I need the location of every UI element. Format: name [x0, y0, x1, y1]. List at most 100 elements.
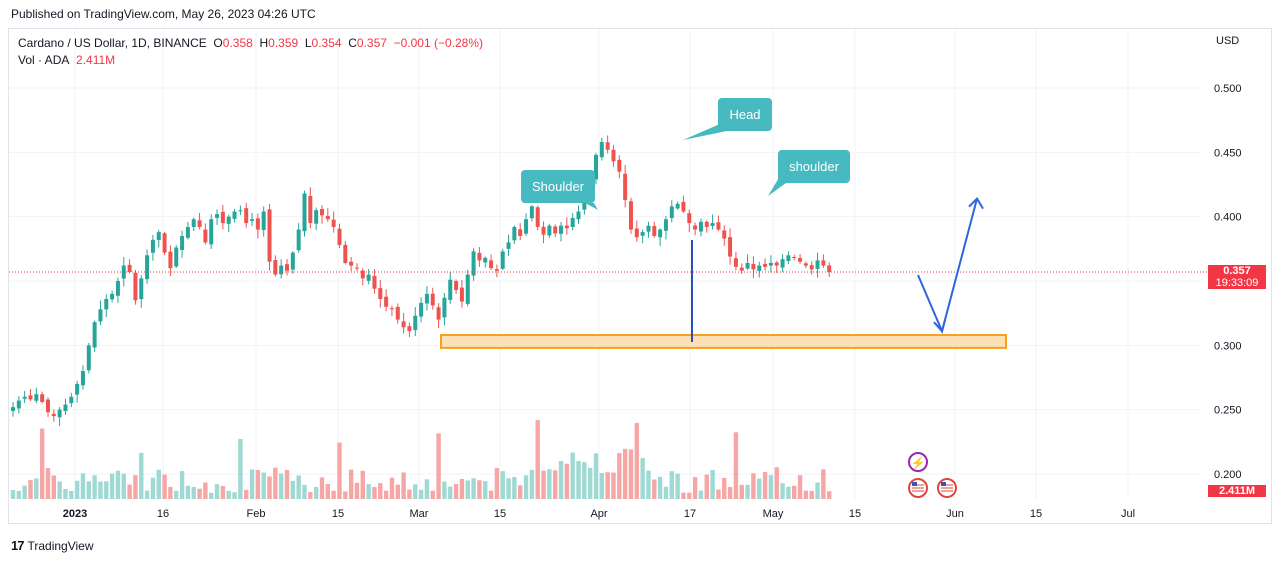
volume-bar: [675, 473, 680, 499]
candle-body: [127, 264, 132, 272]
volume-bar: [611, 472, 616, 499]
volume-bar: [168, 487, 173, 499]
candle-body: [360, 270, 365, 279]
volume-tag: 2.411M: [1208, 485, 1266, 497]
candle-body: [535, 207, 540, 227]
candle-body: [489, 260, 494, 269]
candle-body: [547, 225, 552, 236]
volume-bar: [506, 478, 511, 499]
volume-bar: [436, 433, 441, 499]
candle-body: [448, 279, 453, 300]
candle-body: [675, 203, 680, 209]
volume-bar: [523, 475, 529, 499]
volume-bar: [174, 490, 179, 499]
candle-body: [174, 247, 179, 267]
volume-bar: [570, 452, 575, 499]
x-tick-label: Jun: [946, 508, 964, 520]
countdown-value: 19:33:09: [1215, 277, 1259, 289]
volume-bar: [628, 449, 634, 499]
candle-body: [51, 413, 56, 417]
volume-bar: [634, 423, 640, 499]
candle-body: [757, 265, 762, 271]
volume-bar: [360, 470, 365, 499]
chart-legend: Cardano / US Dollar, 1D, BINANCE O0.358 …: [18, 35, 483, 69]
volume-bar: [150, 477, 156, 499]
volume-bar: [278, 473, 284, 499]
volume-bar: [727, 487, 733, 499]
high-label: H: [259, 36, 269, 50]
change-value: −0.001 (−0.28%): [393, 36, 484, 50]
volume-bar: [640, 458, 645, 499]
candle-body: [40, 394, 45, 402]
candle-body: [302, 193, 307, 232]
volume-bar: [657, 476, 663, 499]
candle-body: [372, 275, 377, 289]
volume-label[interactable]: Vol · ADA: [18, 53, 70, 67]
volume-bar: [308, 492, 313, 499]
candle-body: [191, 219, 196, 228]
volume-bar: [98, 481, 103, 499]
volume-bar: [424, 479, 430, 499]
candle-body: [244, 208, 249, 224]
candle-body: [815, 260, 820, 269]
open-label: O: [213, 36, 223, 50]
volume-bar: [267, 476, 272, 499]
support-zone: [440, 334, 1007, 349]
candle-body: [139, 278, 144, 300]
lightning-icon[interactable]: [908, 452, 928, 472]
volume-bar: [214, 484, 220, 499]
volume-bar: [652, 479, 657, 499]
volume-bar: [319, 477, 325, 499]
x-tick-label: 15: [332, 508, 344, 520]
symbol-name[interactable]: Cardano / US Dollar, 1D, BINANCE: [18, 36, 207, 50]
candle-body: [290, 252, 295, 270]
volume-bar: [51, 475, 57, 499]
candle-body: [162, 233, 167, 253]
volume-bar: [733, 432, 739, 499]
candle-body: [710, 223, 715, 226]
volume-bar: [401, 472, 406, 499]
volume-bar: [232, 492, 237, 499]
currency-label[interactable]: USD: [1216, 35, 1240, 47]
volume-bar: [547, 469, 552, 499]
volume-bar: [599, 472, 605, 499]
volume-bar: [430, 490, 435, 499]
callout-tail: [585, 203, 598, 210]
volume-bar: [576, 461, 581, 499]
candle-body: [605, 142, 610, 150]
volume-bar: [768, 475, 774, 499]
candle-body: [156, 232, 161, 240]
candle-body: [34, 394, 39, 401]
volume-bar: [296, 475, 301, 499]
candle-body: [763, 263, 768, 267]
volume-bar: [669, 471, 674, 499]
volume-bar: [261, 472, 266, 499]
volume-bar: [512, 476, 517, 499]
candle-body: [786, 255, 791, 261]
volume-bar: [681, 492, 686, 499]
volume-bar: [751, 473, 756, 499]
candle-body: [623, 173, 628, 200]
volume-bar: [255, 469, 261, 499]
tradingview-logo[interactable]: 17 TradingView: [11, 538, 94, 553]
volume-bar: [757, 478, 762, 499]
candle-body: [658, 229, 663, 238]
candle-body: [180, 235, 185, 251]
y-tick-label: 0.500: [1214, 83, 1242, 95]
volume-bar: [325, 484, 331, 499]
volume-bar: [617, 453, 622, 499]
volume-value: 2.411M: [76, 53, 116, 67]
flag-canton: [941, 482, 946, 486]
candle-body: [693, 225, 698, 230]
volume-bar: [10, 489, 16, 499]
x-tick-label: 17: [684, 508, 696, 520]
volume-bar: [34, 478, 39, 499]
volume-bar: [459, 478, 465, 499]
candle-body: [232, 211, 237, 219]
y-tick-label: 0.400: [1214, 212, 1242, 224]
low-label: L: [304, 36, 312, 50]
x-tick-label: Jul: [1121, 508, 1135, 520]
volume-bar: [471, 478, 476, 499]
candle-body: [11, 407, 15, 411]
